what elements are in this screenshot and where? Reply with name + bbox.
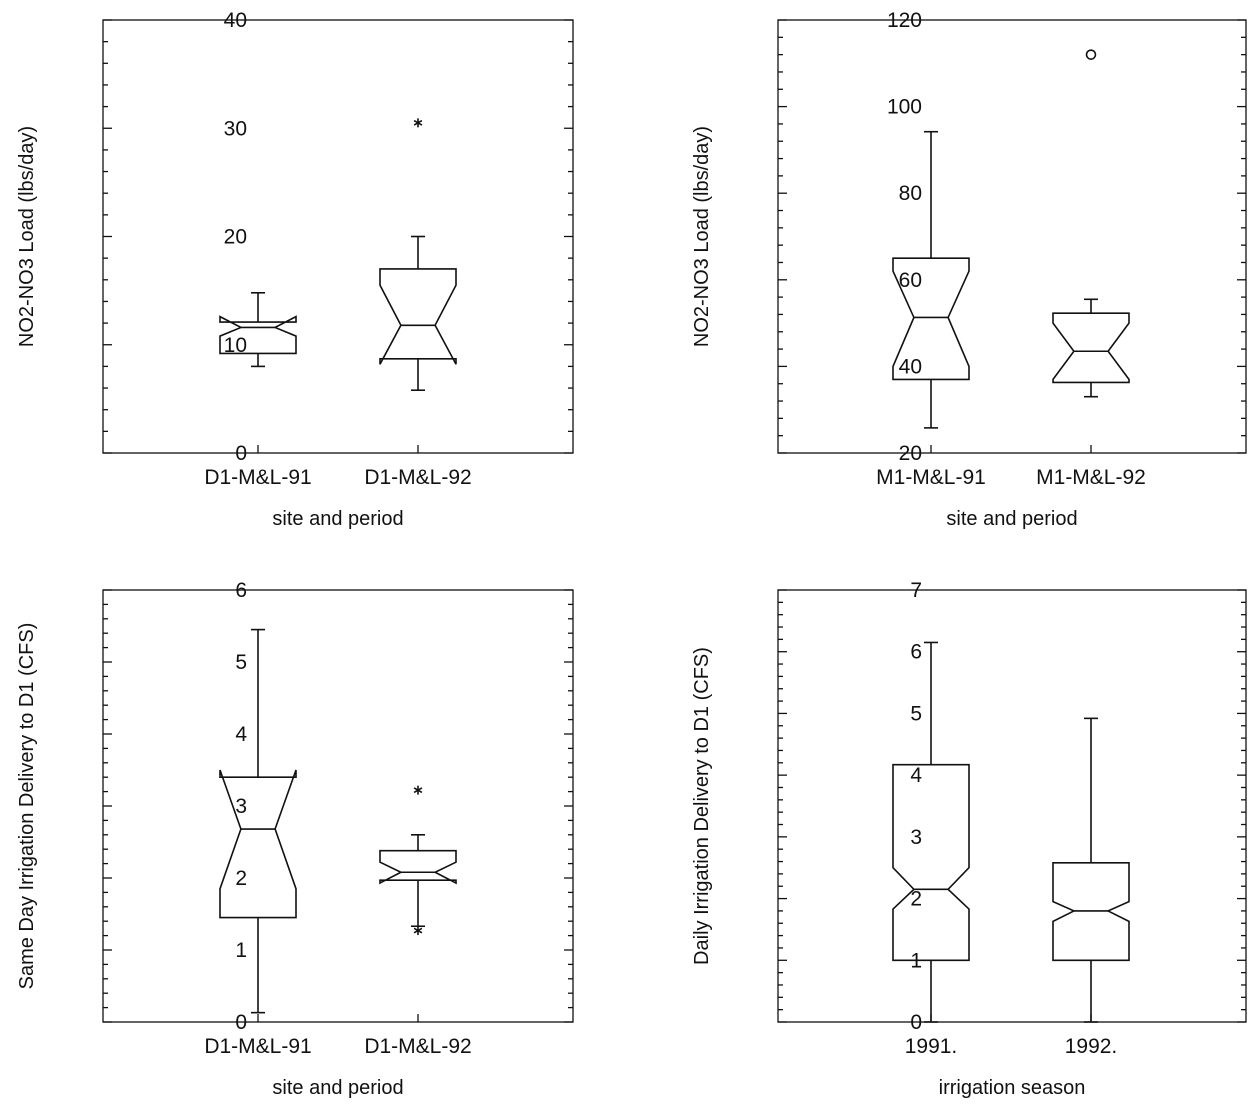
outlier-star (413, 785, 423, 795)
panel-top-right: 20 40 60 80 100 120 NO2-NO3 Load (lbs/day) site… (691, 9, 1247, 530)
box-1: D1-M&L-92 (364, 785, 472, 1058)
outlier-star-stroke (413, 119, 423, 126)
box-0: 1991. (892, 641, 970, 1058)
plot-frame (777, 19, 1247, 454)
y-axis-label: NO2-NO3 Load (lbs/day) (691, 126, 713, 347)
y-tick-label: 0 (235, 442, 247, 465)
notched-box (1052, 312, 1130, 384)
panel-bottom-left: 0 1 2 3 4 5 6 Same Day Irrigation Delivery to D… (16, 579, 574, 1099)
y-tick-label: 2 (910, 888, 922, 911)
outlier-star-stroke (413, 927, 423, 934)
x-tick-label: M1-M&L-92 (1036, 466, 1146, 489)
y-axis-label: Daily Irrigation Delivery to D1 (CFS) (691, 647, 713, 965)
y-axis-label: Same Day Irrigation Delivery to D1 (CFS) (16, 623, 38, 990)
x-axis-label: site and period (272, 508, 403, 530)
y-tick-label: 20 (224, 226, 247, 249)
y-tick-label: 2 (235, 867, 247, 890)
x-tick-label: D1-M&L-92 (364, 1035, 471, 1058)
box-0: D1-M&L-91 (204, 291, 312, 489)
box-0: M1-M&L-91 (876, 130, 986, 489)
y-tick-label: 100 (887, 96, 922, 119)
box-1: M1-M&L-92 (1036, 49, 1146, 489)
plot-frame (777, 589, 1247, 1023)
x-tick-label: D1-M&L-92 (364, 466, 471, 489)
box-1: D1-M&L-92 (364, 118, 472, 489)
y-tick-label: 7 (910, 579, 922, 602)
y-tick-label: 10 (224, 334, 247, 357)
x-tick-label: 1992. (1065, 1035, 1118, 1058)
x-axis-label: site and period (946, 508, 1077, 530)
y-tick-label: 40 (224, 9, 247, 32)
y-tick-label: 60 (899, 269, 922, 292)
x-axis-label: irrigation season (939, 1077, 1086, 1099)
notched-box (892, 763, 970, 962)
outlier-circle (1085, 49, 1097, 60)
x-tick-label: D1-M&L-91 (204, 466, 311, 489)
y-tick-label: 6 (910, 641, 922, 664)
notched-box (379, 268, 457, 365)
y-tick-label: 3 (235, 795, 247, 818)
y-tick-label: 3 (910, 826, 922, 849)
outlier-star (413, 118, 423, 128)
y-tick-label: 4 (235, 723, 247, 746)
x-tick-label: M1-M&L-91 (876, 466, 986, 489)
notched-box (379, 849, 457, 885)
notched-box (1052, 861, 1130, 962)
y-tick-label: 6 (235, 579, 247, 602)
outlier-star-stroke (413, 787, 423, 794)
notched-box (219, 315, 297, 355)
plot-frame (102, 19, 574, 454)
x-axis-label: site and period (272, 1077, 403, 1099)
box-0: D1-M&L-91 (204, 628, 312, 1058)
panel-top-left: 0 10 20 30 40 NO2-NO3 Load (lbs/day) site and … (16, 9, 574, 530)
y-tick-label: 30 (224, 117, 247, 140)
box-1: 1992. (1052, 717, 1130, 1058)
outlier-star (413, 926, 423, 936)
notched-box (219, 769, 297, 919)
x-tick-label: D1-M&L-91 (204, 1035, 311, 1058)
y-tick-label: 120 (887, 9, 922, 32)
y-tick-label: 0 (235, 1011, 247, 1034)
plot-frame (102, 589, 574, 1023)
y-tick-label: 40 (899, 355, 922, 378)
y-axis-label: NO2-NO3 Load (lbs/day) (16, 126, 38, 347)
y-tick-label: 1 (235, 939, 247, 962)
y-tick-label: 4 (910, 764, 922, 787)
notched-box (892, 257, 970, 381)
x-tick-label: 1991. (905, 1035, 958, 1058)
y-tick-label: 5 (235, 651, 247, 674)
y-tick-label: 80 (899, 182, 922, 205)
y-tick-label: 5 (910, 702, 922, 725)
y-tick-label: 20 (899, 442, 922, 465)
y-tick-label: 0 (910, 1011, 922, 1034)
